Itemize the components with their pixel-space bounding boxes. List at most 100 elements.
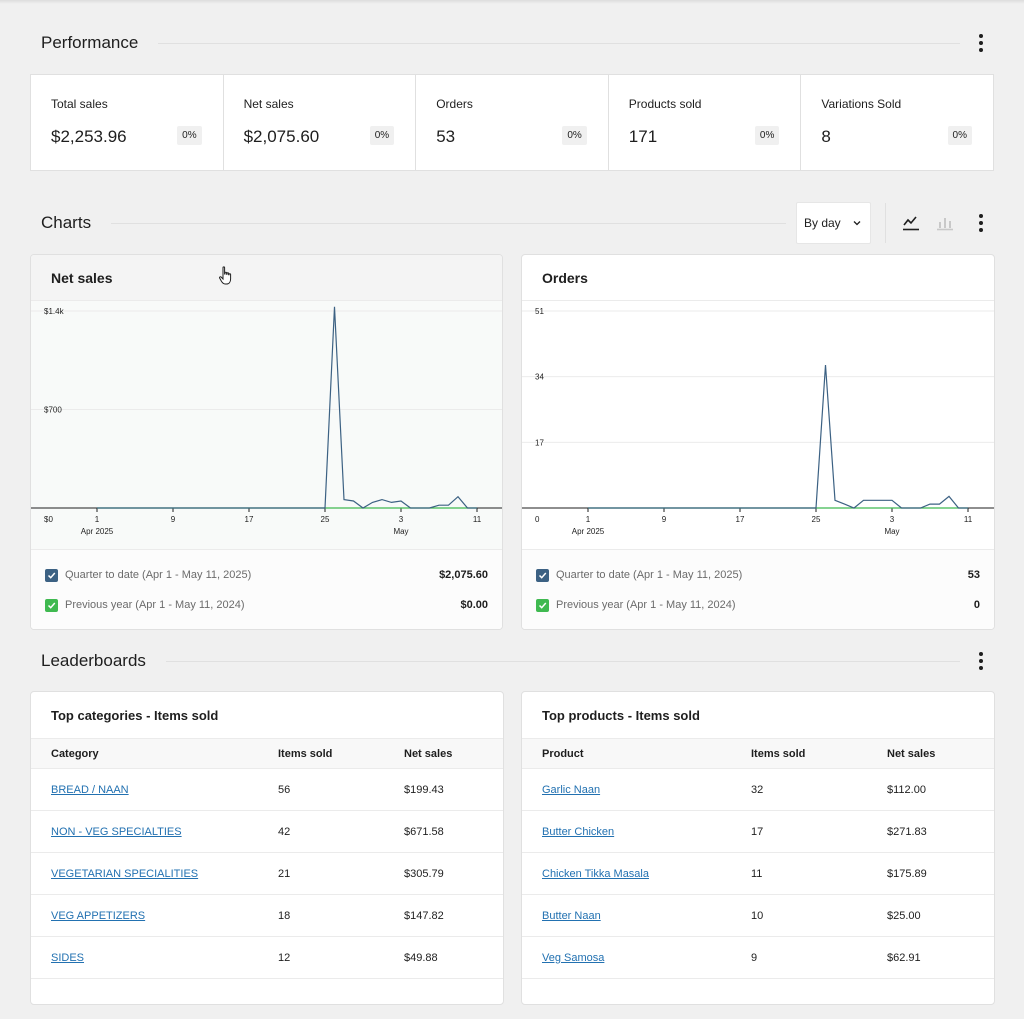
column-header: Product [522,738,751,769]
table-header-row: Category Items sold Net sales [31,738,503,769]
charts-more-menu-button[interactable] [968,208,994,238]
metric-products-sold[interactable]: Products sold 171 0% [609,75,802,170]
chart-title: Orders [522,255,994,301]
x-tick-label: 9 [662,515,667,524]
performance-metrics: Total sales $2,253.96 0% Net sales $2,07… [30,74,994,171]
column-header: Items sold [751,738,887,769]
checkbox-checked-icon[interactable] [45,568,58,582]
interval-select[interactable]: By day [796,202,871,244]
legend-item-current[interactable]: Quarter to date (Apr 1 - May 11, 2025) $… [45,560,488,590]
legend-value: 0 [973,599,980,611]
item-link[interactable]: VEGETARIAN SPECIALITIES [51,867,199,880]
net-sales-cell: $62.91 [887,936,994,979]
x-tick-label: 1 [95,515,100,524]
chart-legend: Quarter to date (Apr 1 - May 11, 2025) 5… [522,549,994,629]
items-sold-cell: 9 [751,936,887,979]
table-row: Garlic Naan 32 $112.00 [522,768,994,811]
bar-chart-button[interactable] [930,208,960,238]
metric-label: Products sold [628,97,702,111]
legend-item-previous[interactable]: Previous year (Apr 1 - May 11, 2024) 0 [536,590,980,620]
item-link[interactable]: Butter Chicken [542,825,615,838]
net-sales-chart-card: Net sales $0 $700 $1.4k 1 9 17 25 3 11 Apr 2025 Ma… [30,254,503,630]
name-cell: VEG APPETIZERS [31,894,278,937]
x-tick-label: 25 [812,515,821,524]
chart-legend: Quarter to date (Apr 1 - May 11, 2025) $… [31,549,502,629]
name-cell: Veg Samosa [522,936,751,979]
y-tick-label: 17 [535,438,544,447]
metric-variations-sold[interactable]: Variations Sold 8 0% [801,75,993,170]
leaderboards-more-menu-button[interactable] [968,646,994,676]
legend-value: $0.00 [460,599,488,611]
x-tick-label: 17 [736,515,745,524]
metric-label: Net sales [243,97,294,111]
name-cell: VEGETARIAN SPECIALITIES [31,852,278,895]
charts-title: Charts [41,213,92,232]
legend-item-previous[interactable]: Previous year (Apr 1 - May 11, 2024) $0.… [45,590,488,620]
legend-label: Previous year (Apr 1 - May 11, 2024) [65,599,245,611]
performance-more-menu-button[interactable] [968,28,994,58]
metric-delta-badge: 0% [947,126,972,145]
net-sales-cell: $147.82 [404,894,503,937]
checkbox-checked-icon[interactable] [45,598,58,612]
metric-net-sales[interactable]: Net sales $2,075.60 0% [224,75,417,170]
divider [885,203,886,243]
y-tick-label: 0 [535,515,540,524]
interval-value: By day [804,216,841,230]
net-sales-cell: $49.88 [404,936,503,979]
net-sales-cell: $112.00 [887,768,994,811]
x-month-label: Apr 2025 [81,527,114,536]
metric-value: 8 [821,127,831,146]
line-chart-button[interactable] [896,208,926,238]
legend-item-current[interactable]: Quarter to date (Apr 1 - May 11, 2025) 5… [536,560,980,590]
item-link[interactable]: SIDES [51,951,85,964]
chart-title: Net sales [31,255,502,301]
checkbox-checked-icon[interactable] [536,598,549,612]
checkbox-checked-icon[interactable] [536,568,549,582]
item-link[interactable]: BREAD / NAAN [51,783,129,796]
top-products-table: Product Items sold Net sales Garlic Naan… [522,738,994,979]
table-row: VEG APPETIZERS 18 $147.82 [31,894,503,937]
orders-chart-svg: 0 17 34 51 1 9 17 25 3 11 Apr 2025 May [522,307,994,536]
item-link[interactable]: Chicken Tikka Masala [542,867,649,880]
line-chart-icon [903,216,919,231]
name-cell: Butter Naan [522,894,751,937]
x-month-label: May [884,527,899,536]
divider [111,222,786,224]
plot-background [31,301,502,549]
item-link[interactable]: Butter Naan [542,909,601,922]
metric-total-sales[interactable]: Total sales $2,253.96 0% [31,75,224,170]
charts-header: Charts By day [30,202,994,244]
item-link[interactable]: NON - VEG SPECIALTIES [51,825,182,838]
y-tick-label: $700 [44,406,62,415]
net-sales-cell: $305.79 [404,852,503,895]
performance-title: Performance [41,33,139,52]
name-cell: Butter Chicken [522,810,751,853]
metric-value: 171 [628,127,658,146]
table-row: Butter Chicken 17 $271.83 [522,810,994,853]
table-row: Butter Naan 10 $25.00 [522,894,994,937]
net-sales-cell: $25.00 [887,894,994,937]
item-link[interactable]: Veg Samosa [542,951,605,964]
column-header: Category [31,738,278,769]
name-cell: NON - VEG SPECIALTIES [31,810,278,853]
x-month-label: Apr 2025 [572,527,605,536]
legend-label: Quarter to date (Apr 1 - May 11, 2025) [556,569,743,581]
table-row: NON - VEG SPECIALTIES 42 $671.58 [31,810,503,853]
x-tick-label: 9 [171,515,176,524]
series-line-current [97,306,477,509]
metric-orders[interactable]: Orders 53 0% [416,75,609,170]
y-tick-label: 34 [535,373,544,382]
item-link[interactable]: Garlic Naan [542,783,601,796]
column-header: Net sales [404,738,503,769]
leaderboards-title: Leaderboards [41,651,146,670]
table-row: BREAD / NAAN 56 $199.43 [31,768,503,811]
chart-plot: 0 17 34 51 1 9 17 25 3 11 Apr 2025 May [522,301,994,549]
metric-label: Variations Sold [821,97,902,111]
item-link[interactable]: VEG APPETIZERS [51,909,146,922]
top-categories-table: Category Items sold Net sales BREAD / NA… [31,738,503,979]
series-line-current [588,365,968,509]
legend-label: Quarter to date (Apr 1 - May 11, 2025) [65,569,252,581]
metric-delta-badge: 0% [754,126,780,145]
name-cell: BREAD / NAAN [31,768,278,811]
net-sales-cell: $271.83 [887,810,994,853]
